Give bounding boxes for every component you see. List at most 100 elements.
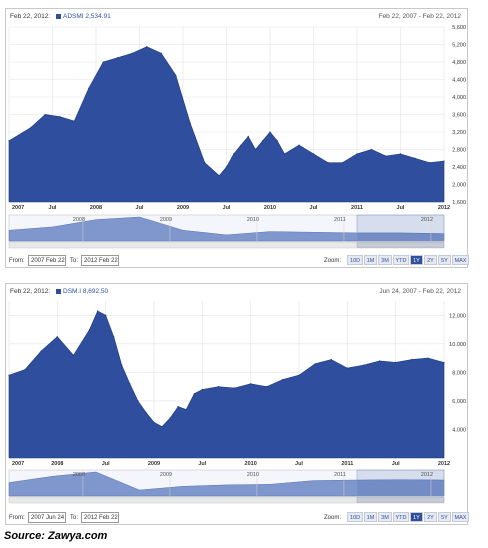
- x-tick-label: 2011: [341, 461, 353, 467]
- data-point: [283, 153, 286, 155]
- data-point: [175, 74, 177, 76]
- data-point: [105, 314, 107, 316]
- zoom-button-1y[interactable]: 1Y: [410, 512, 423, 522]
- data-point: [378, 360, 381, 362]
- y-tick-label: 3,600: [452, 113, 466, 119]
- zoom-button-3m[interactable]: 3M: [378, 255, 392, 265]
- y-tick-label: 2,800: [452, 148, 466, 154]
- data-point: [428, 162, 431, 164]
- zoom-button-2y[interactable]: 2Y: [424, 255, 437, 265]
- navigator-tick-label: 2012: [421, 217, 433, 223]
- data-point: [312, 153, 315, 155]
- to-label: To:: [70, 515, 79, 521]
- data-point: [153, 421, 155, 423]
- y-tick-label: 6,000: [452, 399, 466, 405]
- adsmi-chart: 1,600 2,000 2,400 2,800 3,200 3,600 4,000 4,400…: [8, 25, 466, 249]
- data-point: [218, 175, 220, 177]
- zoom-button-2y[interactable]: 2Y: [424, 512, 437, 522]
- series-area: [8, 46, 445, 203]
- from-date-input[interactable]: 2007 Jun 24: [28, 512, 66, 523]
- data-point: [217, 386, 220, 388]
- scrollbar-thumb: [356, 497, 445, 503]
- data-point: [233, 153, 235, 155]
- y-tick-label: 2,400: [452, 165, 466, 171]
- dsmi-chart: 4,000 6,000 8,000 10,000 12,000 2007 2008 Jul 20…: [8, 301, 466, 504]
- zoom-button-1y[interactable]: 1Y: [410, 255, 423, 265]
- data-point: [56, 336, 58, 338]
- data-point: [24, 368, 26, 371]
- zoom-button-3m[interactable]: 3M: [378, 512, 392, 522]
- dsmi-chart-panel: Feb 22, 2012: DSM.I 8,692.50 Jun 24, 200…: [5, 283, 469, 525]
- zoom-label: Zoom:: [324, 258, 342, 264]
- x-tick-label: Jul: [136, 205, 144, 211]
- x-tick-label: 2009: [148, 461, 160, 467]
- series-swatch: [56, 14, 61, 19]
- navigator-tick-label: 2008: [73, 217, 85, 223]
- series-label: DSM.I 8,692.50: [63, 288, 109, 295]
- header-date: Feb 22, 2012:: [10, 288, 51, 295]
- series-label: ADSMI 2,534.91: [63, 13, 111, 20]
- data-point: [121, 364, 123, 366]
- x-tick-label: 2009: [177, 205, 189, 211]
- x-tick-label: 2012: [438, 205, 450, 211]
- data-point: [298, 374, 300, 376]
- navigator-tick-label: 2011: [334, 472, 346, 478]
- x-tick-label: Jul: [198, 461, 206, 467]
- data-point: [8, 374, 10, 376]
- from-date-input[interactable]: 2007 Feb 22: [28, 255, 66, 266]
- to-date-input[interactable]: 2012 Feb 22: [81, 255, 119, 266]
- zoom-button-10d[interactable]: 10D: [347, 255, 363, 265]
- x-tick-label: Jul: [310, 205, 318, 211]
- zoom-button-1m[interactable]: 1M: [364, 255, 377, 265]
- x-tick-label: Jul: [295, 461, 303, 467]
- x-tick-label: 2007: [12, 461, 24, 467]
- x-tick-label: 2010: [264, 205, 276, 211]
- zoom-button-ytd[interactable]: YTD: [393, 512, 409, 522]
- zoom-button-ytd[interactable]: YTD: [393, 255, 409, 265]
- zoom-label: Zoom:: [324, 515, 342, 521]
- data-point: [72, 354, 75, 356]
- data-point: [201, 388, 203, 391]
- data-point: [314, 363, 316, 365]
- date-range: Feb 22, 2007 - Feb 22, 2012: [378, 13, 461, 20]
- zoom-button-max[interactable]: MAX: [452, 512, 469, 522]
- data-point: [204, 162, 206, 164]
- data-point: [185, 408, 187, 411]
- x-tick-label: 2012: [438, 461, 450, 467]
- y-tick-label: 8,000: [452, 370, 466, 376]
- data-point: [385, 155, 387, 157]
- zoom-button-5y[interactable]: 5Y: [438, 255, 451, 265]
- data-point: [88, 328, 91, 331]
- zoom-button-5y[interactable]: 5Y: [438, 512, 451, 522]
- data-point: [414, 157, 416, 159]
- x-tick-label: 2011: [351, 205, 363, 211]
- data-point: [233, 387, 236, 389]
- x-tick-label: Jul: [397, 205, 405, 211]
- data-point: [247, 135, 249, 137]
- data-point: [276, 140, 278, 142]
- zoom-button-1m[interactable]: 1M: [364, 512, 377, 522]
- data-point: [427, 357, 429, 359]
- data-point: [137, 400, 139, 402]
- to-date-input[interactable]: 2012 Feb 22: [81, 512, 119, 523]
- x-tick-label: Jul: [223, 205, 231, 211]
- data-point: [113, 336, 115, 338]
- from-label: From:: [9, 258, 25, 264]
- data-point: [129, 383, 131, 385]
- navigator-tick-label: 2009: [160, 472, 172, 478]
- x-tick-label: 2008: [51, 461, 63, 467]
- navigator-series: [8, 471, 445, 497]
- data-point: [169, 417, 171, 419]
- data-point: [102, 61, 104, 63]
- x-tick-label: 2007: [12, 205, 24, 211]
- navigator-tick-label: 2009: [160, 217, 172, 223]
- data-point: [411, 358, 413, 361]
- x-tick-label: Jul: [392, 461, 400, 467]
- data-point: [145, 411, 147, 413]
- zoom-button-max[interactable]: MAX: [452, 255, 469, 265]
- data-point: [40, 350, 42, 352]
- data-point: [254, 148, 257, 151]
- data-point: [8, 140, 10, 142]
- zoom-button-10d[interactable]: 10D: [347, 512, 363, 522]
- data-point: [362, 364, 365, 366]
